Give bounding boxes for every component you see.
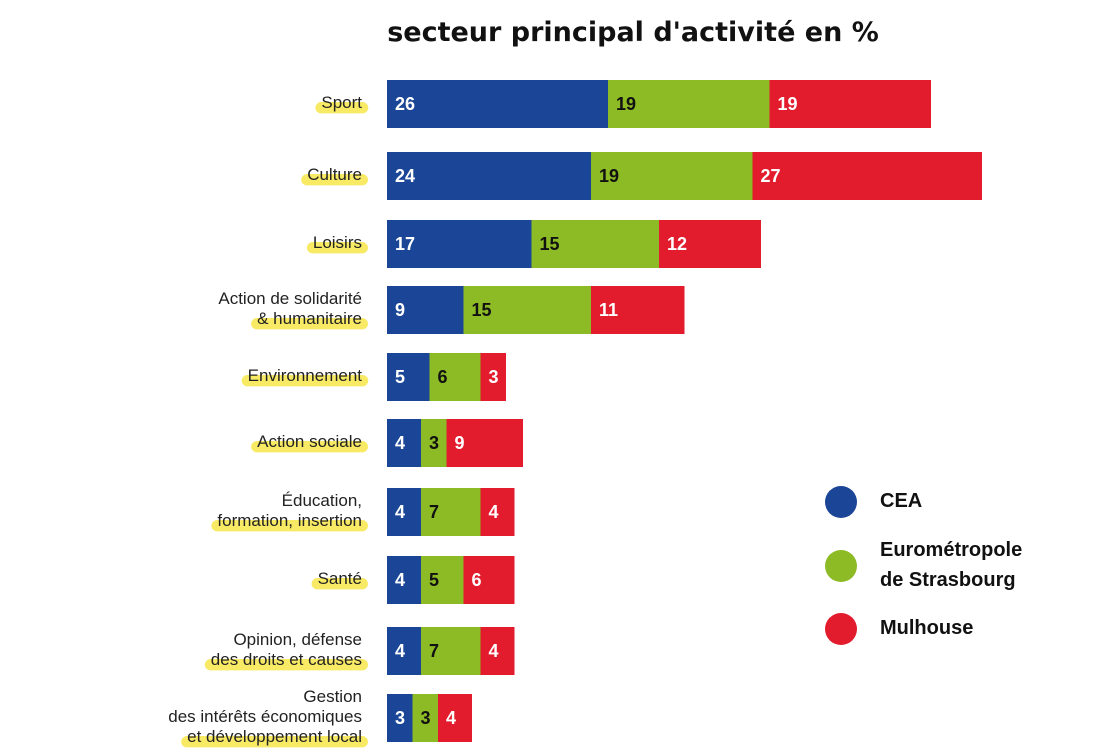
category-label: Environnement [248, 366, 363, 385]
value-label: 19 [778, 94, 798, 114]
category-label: Action sociale [257, 432, 362, 451]
category-label: Loisirs [313, 233, 362, 252]
value-label: 15 [472, 300, 492, 320]
value-label: 17 [395, 234, 415, 254]
chart-title: secteur principal d'activité en % [387, 17, 879, 48]
value-label: 5 [395, 367, 405, 387]
value-label: 12 [667, 234, 687, 254]
category-label: Culture [307, 165, 362, 184]
legend-label: CEA [880, 490, 922, 512]
legend-marker [825, 486, 857, 518]
value-label: 15 [540, 234, 560, 254]
bar-segment [421, 556, 464, 604]
value-label: 3 [489, 367, 499, 387]
chart: secteur principal d'activité en % Sport 2… [0, 0, 1099, 755]
value-label: 5 [429, 570, 439, 590]
value-label: 4 [489, 502, 499, 522]
bar-segment [387, 353, 430, 401]
value-label: 3 [429, 433, 439, 453]
category-label: Éducation,formation, insertion [217, 491, 362, 530]
value-label: 9 [395, 300, 405, 320]
value-label: 4 [395, 502, 405, 522]
legend-marker [825, 550, 857, 582]
value-label: 24 [395, 166, 415, 186]
value-label: 4 [395, 641, 405, 661]
value-label: 3 [395, 708, 405, 728]
value-label: 4 [489, 641, 499, 661]
category-label: Action de solidarité& humanitaire [218, 289, 362, 328]
value-label: 4 [446, 708, 456, 728]
bar-segment [753, 152, 983, 200]
value-label: 4 [395, 433, 405, 453]
value-label: 11 [599, 300, 618, 320]
value-label: 9 [455, 433, 465, 453]
value-label: 19 [616, 94, 636, 114]
bar-segment [387, 152, 591, 200]
legend-marker [825, 613, 857, 645]
value-label: 7 [429, 502, 439, 522]
category-label: Santé [318, 569, 362, 588]
value-label: 19 [599, 166, 619, 186]
value-label: 4 [395, 570, 405, 590]
legend-label: Mulhouse [880, 617, 973, 639]
bar-segment [387, 80, 608, 128]
value-label: 6 [438, 367, 448, 387]
value-label: 3 [421, 708, 431, 728]
value-label: 6 [472, 570, 482, 590]
value-label: 7 [429, 641, 439, 661]
value-label: 26 [395, 94, 415, 114]
category-label: Sport [321, 93, 362, 112]
value-label: 27 [761, 166, 781, 186]
